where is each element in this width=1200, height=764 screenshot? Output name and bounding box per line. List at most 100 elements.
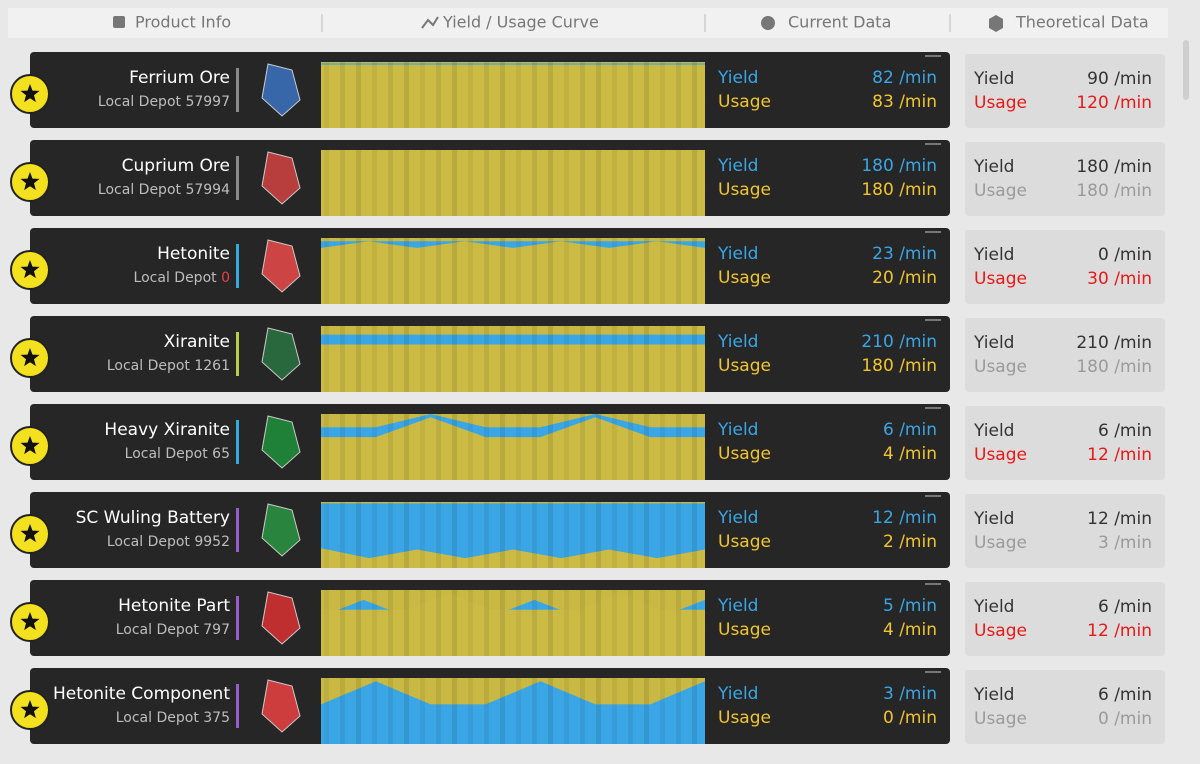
curve-stripe <box>452 238 457 304</box>
usage-curve-area <box>321 593 705 656</box>
curve-stripe <box>564 502 569 568</box>
curve-stripe <box>484 590 489 656</box>
curve-stripe <box>500 414 505 480</box>
curve-stripe <box>564 590 569 656</box>
depot-count: 57994 <box>185 182 230 198</box>
theoretical-usage: 180 /min <box>1076 357 1152 377</box>
curve-stripe <box>628 502 633 568</box>
usage-curve-area <box>321 241 705 304</box>
product-icon <box>261 679 301 733</box>
curve-stripe <box>580 326 585 392</box>
curve-stripe <box>404 150 409 216</box>
curve-stripe <box>532 590 537 656</box>
star-icon <box>20 260 40 279</box>
curve-stripe <box>564 150 569 216</box>
scrollbar[interactable] <box>1183 40 1189 100</box>
product-name: Hetonite Component <box>53 684 230 704</box>
depot-count: 797 <box>203 622 230 638</box>
depot-label: Local Depot <box>116 622 200 638</box>
curve-stripe <box>596 62 601 128</box>
theoretical-usage-label: Usage <box>974 93 1027 113</box>
curve-stripe <box>532 238 537 304</box>
current-yield: 82 /min <box>872 68 937 88</box>
product-name: Cuprium Ore <box>122 156 230 176</box>
depot-label: Local Depot <box>134 270 218 286</box>
curve-stripe <box>340 678 345 744</box>
curve-stripe <box>660 414 665 480</box>
current-usage-label: Usage <box>718 268 771 288</box>
curve-stripe <box>500 150 505 216</box>
product-row[interactable]: Heavy Xiranite Local Depot 65 Yield 6 /min U… <box>10 404 1165 480</box>
curve-stripe <box>324 590 329 656</box>
product-row[interactable]: Hetonite Local Depot 0 Yield 23 /min Usage 20… <box>10 228 1165 304</box>
curve-stripe <box>324 502 329 568</box>
curve-stripe <box>532 414 537 480</box>
curve-stripe <box>484 238 489 304</box>
curve-stripe <box>628 62 633 128</box>
depot-info: Local Depot 1261 <box>107 358 230 374</box>
curve-stripe <box>420 414 425 480</box>
curve-stripe <box>692 502 697 568</box>
depot-info: Local Depot 57997 <box>98 94 230 110</box>
current-yield-label: Yield <box>717 156 758 176</box>
curve-stripe <box>564 238 569 304</box>
curve-stripe <box>660 62 665 128</box>
curve-stripe <box>404 414 409 480</box>
curve-stripe <box>388 414 393 480</box>
curve-stripe <box>676 62 681 128</box>
curve-stripe <box>356 326 361 392</box>
current-yield-label: Yield <box>717 332 758 352</box>
product-row[interactable]: Xiranite Local Depot 1261 Yield 210 /min Usa… <box>10 316 1165 392</box>
curve-stripe <box>660 590 665 656</box>
theoretical-panel <box>965 230 1165 304</box>
header-current: Current Data <box>788 13 891 32</box>
curve-stripe <box>564 678 569 744</box>
curve-stripe <box>692 238 697 304</box>
curve-stripe <box>612 414 617 480</box>
product-row[interactable]: Hetonite Component Local Depot 375 Yield 3 … <box>10 668 1165 744</box>
product-row[interactable]: Hetonite Part Local Depot 797 Yield 5 /min U… <box>10 580 1165 656</box>
current-yield: 180 /min <box>861 156 937 176</box>
star-icon <box>20 700 40 719</box>
curve-stripe <box>388 62 393 128</box>
accent-bar <box>236 156 239 200</box>
product-icon <box>261 151 301 205</box>
accent-bar <box>236 244 239 288</box>
curve-stripe <box>676 150 681 216</box>
curve-stripe <box>356 678 361 744</box>
product-icon <box>261 239 301 293</box>
theoretical-usage: 120 /min <box>1076 93 1152 113</box>
theoretical-usage: 3 /min <box>1098 533 1152 553</box>
curve-stripe <box>500 326 505 392</box>
current-yield: 210 /min <box>861 332 937 352</box>
row-corner <box>925 143 941 145</box>
curve-stripe <box>580 62 585 128</box>
curve-stripe <box>644 678 649 744</box>
current-usage: 20 /min <box>872 268 937 288</box>
curve-stripe <box>644 326 649 392</box>
product-row[interactable]: SC Wuling Battery Local Depot 9952 Yield 12… <box>10 492 1165 568</box>
usage-curve-area <box>321 64 705 128</box>
product-row[interactable]: Ferrium Ore Local Depot 57997 Yield 82 /min… <box>10 52 1165 128</box>
curve-stripe <box>484 326 489 392</box>
theoretical-yield: 210 /min <box>1076 333 1152 353</box>
curve-stripe <box>564 326 569 392</box>
product-name: Ferrium Ore <box>129 68 230 88</box>
curve-stripe <box>548 238 553 304</box>
curve-stripe <box>452 678 457 744</box>
curve-stripe <box>660 150 665 216</box>
curve-stripe <box>548 502 553 568</box>
curve-stripe <box>692 62 697 128</box>
curve-stripe <box>324 150 329 216</box>
curve-stripe <box>404 502 409 568</box>
curve-stripe <box>468 590 473 656</box>
curve-stripe <box>596 326 601 392</box>
usage-curve-area <box>321 150 705 216</box>
theoretical-yield-label: Yield <box>973 157 1014 177</box>
product-row[interactable]: Cuprium Ore Local Depot 57994 Yield 180 /mi… <box>10 140 1165 216</box>
current-yield-label: Yield <box>717 68 758 88</box>
theoretical-usage: 0 /min <box>1098 709 1152 729</box>
current-usage: 180 /min <box>861 356 937 376</box>
curve-stripe <box>356 150 361 216</box>
theoretical-yield-label: Yield <box>973 685 1014 705</box>
